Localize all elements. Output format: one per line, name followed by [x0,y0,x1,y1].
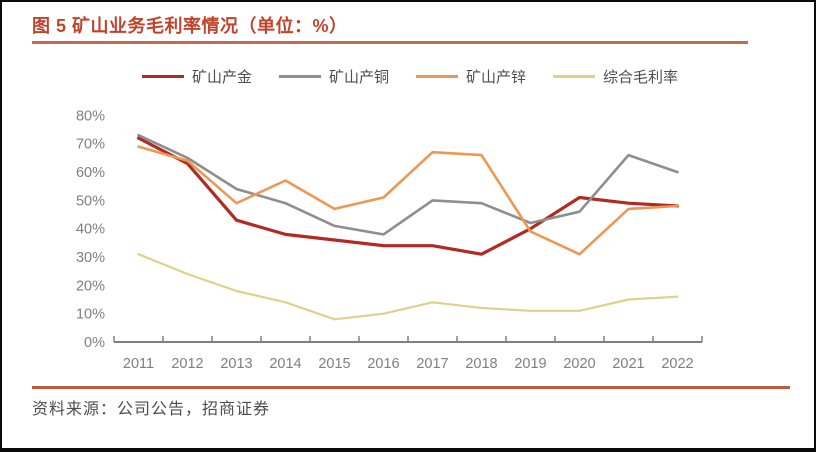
x-axis-tick-label: 2011 [123,356,154,372]
x-axis-tick-label: 2014 [269,356,301,372]
y-axis-tick-label: 20% [76,278,105,294]
y-axis-tick-label: 70% [76,137,105,153]
legend-label: 矿山产金 [191,68,252,86]
x-axis-tick-label: 2021 [612,356,644,372]
series-line-3 [137,253,679,321]
x-axis-tick-label: 2019 [514,356,546,372]
y-axis-tick-label: 60% [76,165,105,181]
legend-item-2: 矿山产锌 [416,66,526,87]
legend-item-1: 矿山产铜 [278,66,389,87]
x-axis-tick-label: 2012 [171,356,203,372]
series-line-2 [137,145,679,256]
legend-label: 矿山产锌 [466,68,527,86]
legend-swatch-icon [141,74,184,78]
legend-item-0: 矿山产金 [141,66,252,87]
y-axis-tick-label: 50% [76,193,105,209]
y-axis-tick-label: 10% [76,307,105,323]
series-line-0 [136,136,680,256]
x-axis-tick-label: 2016 [367,356,399,372]
x-axis-tick-label: 2020 [563,356,595,372]
legend: 矿山产金 矿山产铜 矿山产锌 综合毛利率 [2,64,814,88]
legend-swatch-icon [278,74,321,78]
x-axis-tick-label: 2015 [318,356,350,372]
y-axis-tick-label: 0% [84,335,105,351]
legend-label: 矿山产铜 [328,68,389,86]
source-note: 资料来源：公司公告，招商证券 [32,401,271,418]
y-axis-tick-label: 30% [76,250,105,266]
legend-label: 综合毛利率 [603,68,679,86]
legend-swatch-icon [553,74,596,78]
legend-item-3: 综合毛利率 [553,66,678,87]
x-axis-tick-label: 2018 [465,356,497,372]
title-divider-line [32,41,748,44]
y-axis-tick-label: 40% [76,222,105,238]
legend-swatch-icon [416,74,458,78]
x-axis-tick-label: 2017 [416,356,448,372]
x-axis-tick-label: 2022 [661,356,693,372]
series-line-1 [137,133,679,236]
x-axis-tick-label: 2013 [220,356,252,372]
figure-title: 图 5 矿山业务毛利率情况（单位：%） [32,16,348,36]
footer-divider-line [32,386,790,389]
y-axis-tick-label: 80% [76,108,105,124]
